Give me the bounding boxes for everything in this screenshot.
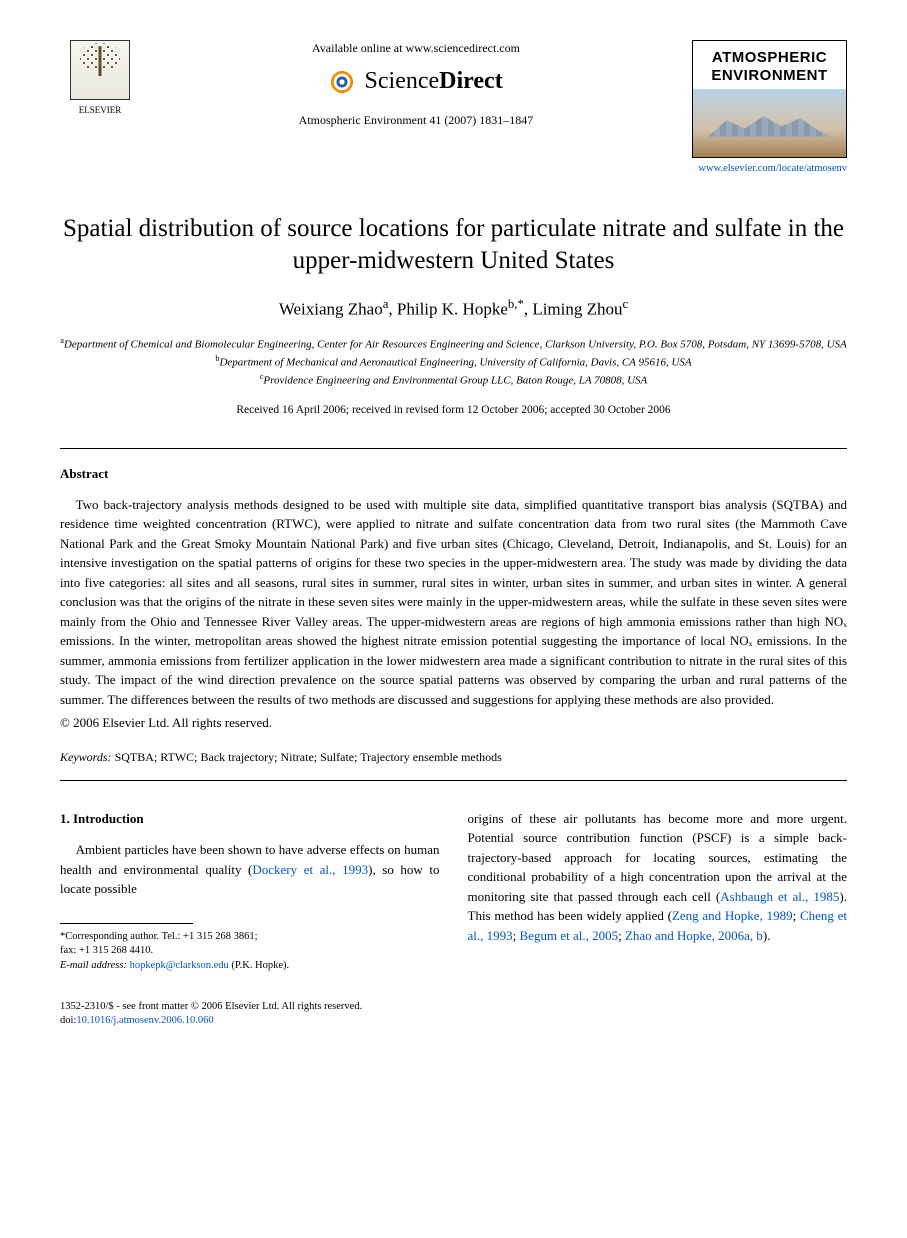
- journal-cover-image: [693, 89, 846, 157]
- abstract-body: Two back-trajectory analysis methods des…: [60, 495, 847, 733]
- rule-above-abstract: [60, 448, 847, 449]
- journal-box-wrap: ATMOSPHERIC ENVIRONMENT www.elsevier.com…: [692, 40, 847, 177]
- corresponding-author-footnote: *Corresponding author. Tel.: +1 315 268 …: [60, 930, 440, 974]
- corr-email-link[interactable]: hopkepk@clarkson.edu: [130, 960, 229, 971]
- abstract-text: Two back-trajectory analysis methods des…: [60, 495, 847, 710]
- article-dates: Received 16 April 2006; received in revi…: [60, 402, 847, 418]
- front-matter-line: 1352-2310/$ - see front matter © 2006 El…: [60, 1000, 847, 1015]
- page-footer: 1352-2310/$ - see front matter © 2006 El…: [60, 1000, 847, 1029]
- journal-homepage-link[interactable]: www.elsevier.com/locate/atmosenv: [692, 162, 847, 177]
- ref-dockery-1993[interactable]: Dockery et al., 1993: [252, 862, 368, 877]
- footnote-rule: [60, 923, 193, 924]
- keywords: Keywords: SQTBA; RTWC; Back trajectory; …: [60, 749, 847, 766]
- section-1-heading: 1. Introduction: [60, 809, 440, 829]
- left-column: 1. Introduction Ambient particles have b…: [60, 809, 440, 974]
- affiliation-c: cProvidence Engineering and Environmenta…: [60, 371, 847, 389]
- right-column: origins of these air pollutants has beco…: [468, 809, 848, 974]
- ref-zhao-hopke-2006[interactable]: Zhao and Hopke, 2006a, b: [625, 928, 763, 943]
- doi-line: doi:10.1016/j.atmosenv.2006.10.060: [60, 1014, 847, 1029]
- keywords-label: Keywords:: [60, 750, 112, 764]
- sciencedirect-text: ScienceDirect: [365, 68, 503, 94]
- elsevier-label: ELSEVIER: [60, 104, 140, 117]
- journal-reference: Atmospheric Environment 41 (2007) 1831–1…: [140, 112, 692, 129]
- sciencedirect-icon: [329, 69, 355, 95]
- sciencedirect-logo: ScienceDirect: [140, 65, 692, 99]
- affiliations: aDepartment of Chemical and Biomolecular…: [60, 335, 847, 389]
- available-online-text: Available online at www.sciencedirect.co…: [140, 40, 692, 57]
- corr-fax: fax: +1 315 268 4410.: [60, 944, 440, 959]
- journal-cover-box: ATMOSPHERIC ENVIRONMENT: [692, 40, 847, 158]
- article-title: Spatial distribution of source locations…: [60, 213, 847, 278]
- rule-below-keywords: [60, 780, 847, 781]
- affiliation-b: bDepartment of Mechanical and Aeronautic…: [60, 353, 847, 371]
- affiliation-a: aDepartment of Chemical and Biomolecular…: [60, 335, 847, 353]
- elsevier-logo: ELSEVIER: [60, 40, 140, 117]
- journal-cover-title: ATMOSPHERIC ENVIRONMENT: [693, 41, 846, 89]
- doi-link[interactable]: 10.1016/j.atmosenv.2006.10.060: [76, 1015, 213, 1026]
- center-header: Available online at www.sciencedirect.co…: [140, 40, 692, 129]
- author-2: Philip K. Hopke: [397, 299, 508, 318]
- author-list: Weixiang Zhaoa, Philip K. Hopkeb,*, Limi…: [60, 296, 847, 321]
- abstract-heading: Abstract: [60, 465, 847, 483]
- intro-paragraph-right: origins of these air pollutants has beco…: [468, 809, 848, 946]
- author-1: Weixiang Zhao: [279, 299, 383, 318]
- body-columns: 1. Introduction Ambient particles have b…: [60, 809, 847, 974]
- ref-zeng-hopke-1989[interactable]: Zeng and Hopke, 1989: [672, 908, 793, 923]
- intro-paragraph-left: Ambient particles have been shown to hav…: [60, 840, 440, 899]
- author-3: Liming Zhou: [532, 299, 622, 318]
- keywords-text: SQTBA; RTWC; Back trajectory; Nitrate; S…: [112, 750, 502, 764]
- elsevier-tree-icon: [70, 40, 130, 100]
- corr-email-line: E-mail address: hopkepk@clarkson.edu (P.…: [60, 959, 440, 974]
- ref-begum-2005[interactable]: Begum et al., 2005: [520, 928, 619, 943]
- corr-tel: *Corresponding author. Tel.: +1 315 268 …: [60, 930, 440, 945]
- abstract-copyright: © 2006 Elsevier Ltd. All rights reserved…: [60, 713, 847, 733]
- ref-ashbaugh-1985[interactable]: Ashbaugh et al., 1985: [720, 889, 839, 904]
- page-header: ELSEVIER Available online at www.science…: [60, 40, 847, 177]
